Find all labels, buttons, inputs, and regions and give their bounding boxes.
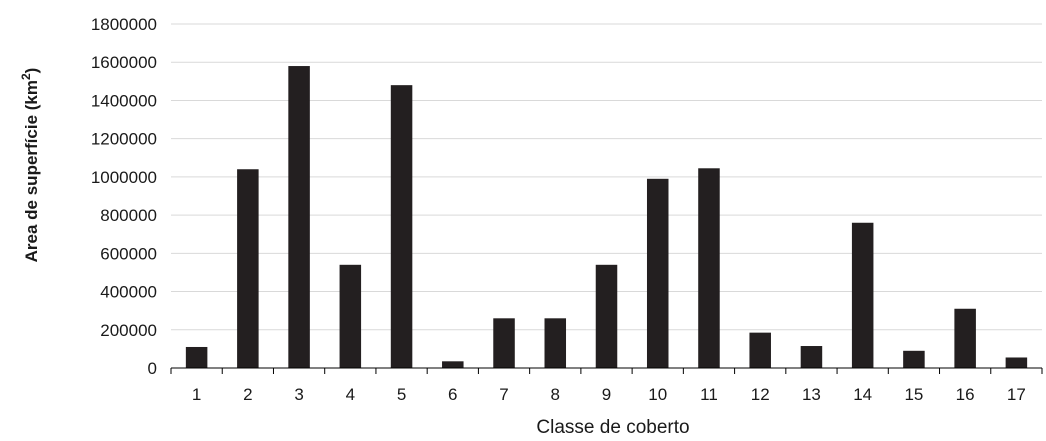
bar-10	[646, 178, 669, 368]
x-tick-label: 14	[853, 385, 872, 404]
x-axis-ticks: 1 2 3 4 5 6 7 8 9 10 11 12 13 14 15 16 17	[192, 385, 1026, 404]
bars	[185, 66, 1028, 369]
y-tick-label: 800000	[100, 206, 157, 225]
y-tick-label: 0	[148, 359, 157, 378]
y-axis-title-suffix: )	[22, 68, 41, 74]
bar-1	[185, 346, 208, 368]
x-tick-label: 17	[1007, 385, 1026, 404]
x-axis	[170, 367, 1043, 374]
y-axis-ticks: 0 200000 400000 600000 800000 1000000 1200000 1…	[91, 15, 157, 378]
y-tick-label: 200000	[100, 321, 157, 340]
bar-17	[1005, 357, 1028, 368]
x-axis-title: Classe de coberto	[536, 417, 689, 438]
x-tick-label: 12	[751, 385, 770, 404]
bar-4	[339, 264, 362, 368]
x-tick-label: 8	[551, 385, 560, 404]
x-tick-label: 16	[956, 385, 975, 404]
bar-11	[698, 168, 720, 368]
bar-16	[954, 308, 976, 368]
y-tick-label: 1200000	[91, 130, 157, 149]
bar-7	[493, 318, 515, 368]
x-tick-label: 5	[397, 385, 406, 404]
y-tick-label: 1800000	[91, 15, 157, 34]
x-tick-label: 3	[294, 385, 303, 404]
y-tick-label: 600000	[100, 244, 157, 263]
x-tick-label: 13	[802, 385, 821, 404]
bar-15	[903, 350, 925, 368]
x-tick-label: 10	[648, 385, 667, 404]
y-tick-label: 1400000	[91, 91, 157, 110]
x-tick-label: 6	[448, 385, 457, 404]
x-tick-label: 15	[904, 385, 923, 404]
bar-9	[595, 264, 618, 368]
gridlines	[171, 23, 1042, 331]
bar-3	[288, 66, 310, 369]
x-tick-label: 4	[346, 385, 355, 404]
x-tick-label: 7	[499, 385, 508, 404]
x-tick-label: 9	[602, 385, 611, 404]
y-tick-label: 400000	[100, 283, 157, 302]
bar-5	[390, 85, 413, 369]
bar-2	[237, 169, 259, 368]
y-tick-label: 1600000	[91, 53, 157, 72]
x-tick-label: 11	[700, 385, 718, 404]
bar-6	[442, 361, 464, 368]
x-tick-label: 2	[243, 385, 252, 404]
y-axis-title-superscript: 2	[19, 73, 33, 80]
x-tick-label: 1	[192, 385, 201, 404]
bar-12	[749, 332, 771, 368]
y-axis-title-main: Area de superfície (km	[22, 80, 41, 262]
bar-14	[851, 222, 874, 368]
bar-8	[544, 318, 567, 368]
y-axis-title: Area de superfície (km2)	[19, 68, 41, 263]
bar-13	[800, 346, 823, 368]
y-tick-label: 1000000	[91, 168, 157, 187]
